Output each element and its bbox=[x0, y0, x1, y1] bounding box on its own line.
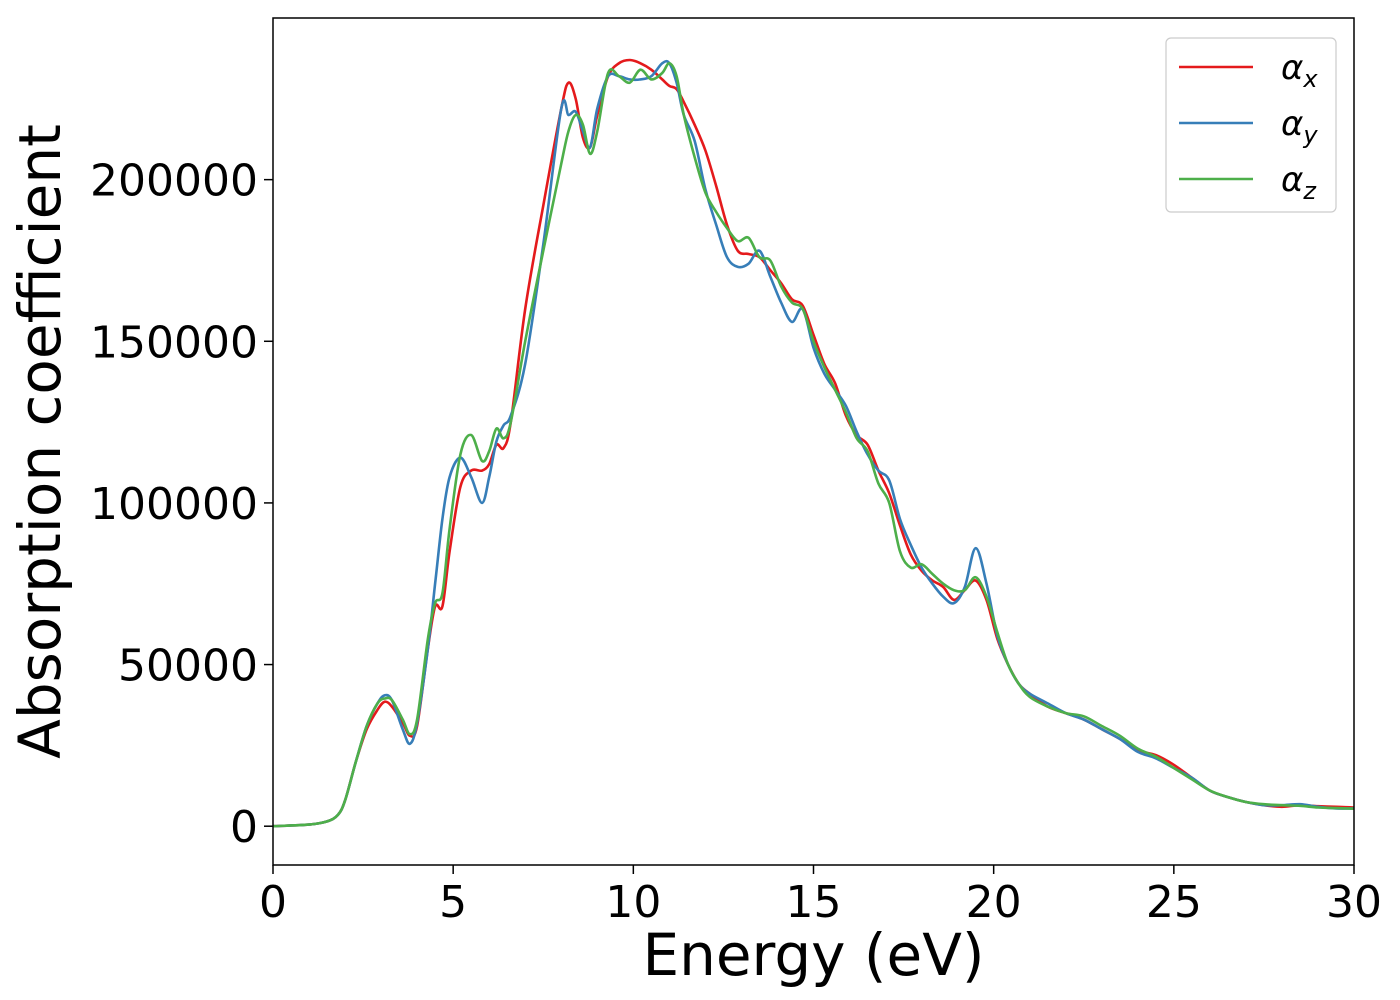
x-tick-label: 15 bbox=[786, 877, 842, 928]
legend-label-z: αz bbox=[1281, 160, 1317, 205]
series-line-z bbox=[273, 62, 1354, 828]
x-tick-label: 20 bbox=[966, 877, 1022, 928]
x-tick-label: 10 bbox=[605, 877, 661, 928]
y-tick-label: 200000 bbox=[90, 156, 258, 207]
series-layer bbox=[273, 58, 1354, 828]
legend-label-y: αy bbox=[1281, 104, 1318, 149]
x-tick-label: 0 bbox=[259, 877, 287, 928]
y-tick-label: 100000 bbox=[90, 479, 258, 530]
legend: αx αy αz bbox=[1165, 37, 1337, 213]
x-axis-title: Energy (eV) bbox=[642, 921, 984, 989]
legend-box bbox=[1165, 37, 1337, 213]
y-tick-label: 150000 bbox=[90, 317, 258, 368]
x-tick-label: 30 bbox=[1326, 877, 1382, 928]
y-tick-label: 0 bbox=[230, 802, 258, 853]
series-line-y bbox=[273, 59, 1354, 828]
y-axis-title: Absorption coefficient bbox=[6, 124, 74, 759]
legend-label-x: αx bbox=[1281, 48, 1318, 93]
ticks-layer: 0 5 10 15 20 25 30 0 50000 100000 150000 200000 bbox=[90, 156, 1382, 928]
x-tick-label: 25 bbox=[1146, 877, 1202, 928]
x-tick-label: 5 bbox=[439, 877, 467, 928]
y-tick-label: 50000 bbox=[118, 641, 258, 692]
